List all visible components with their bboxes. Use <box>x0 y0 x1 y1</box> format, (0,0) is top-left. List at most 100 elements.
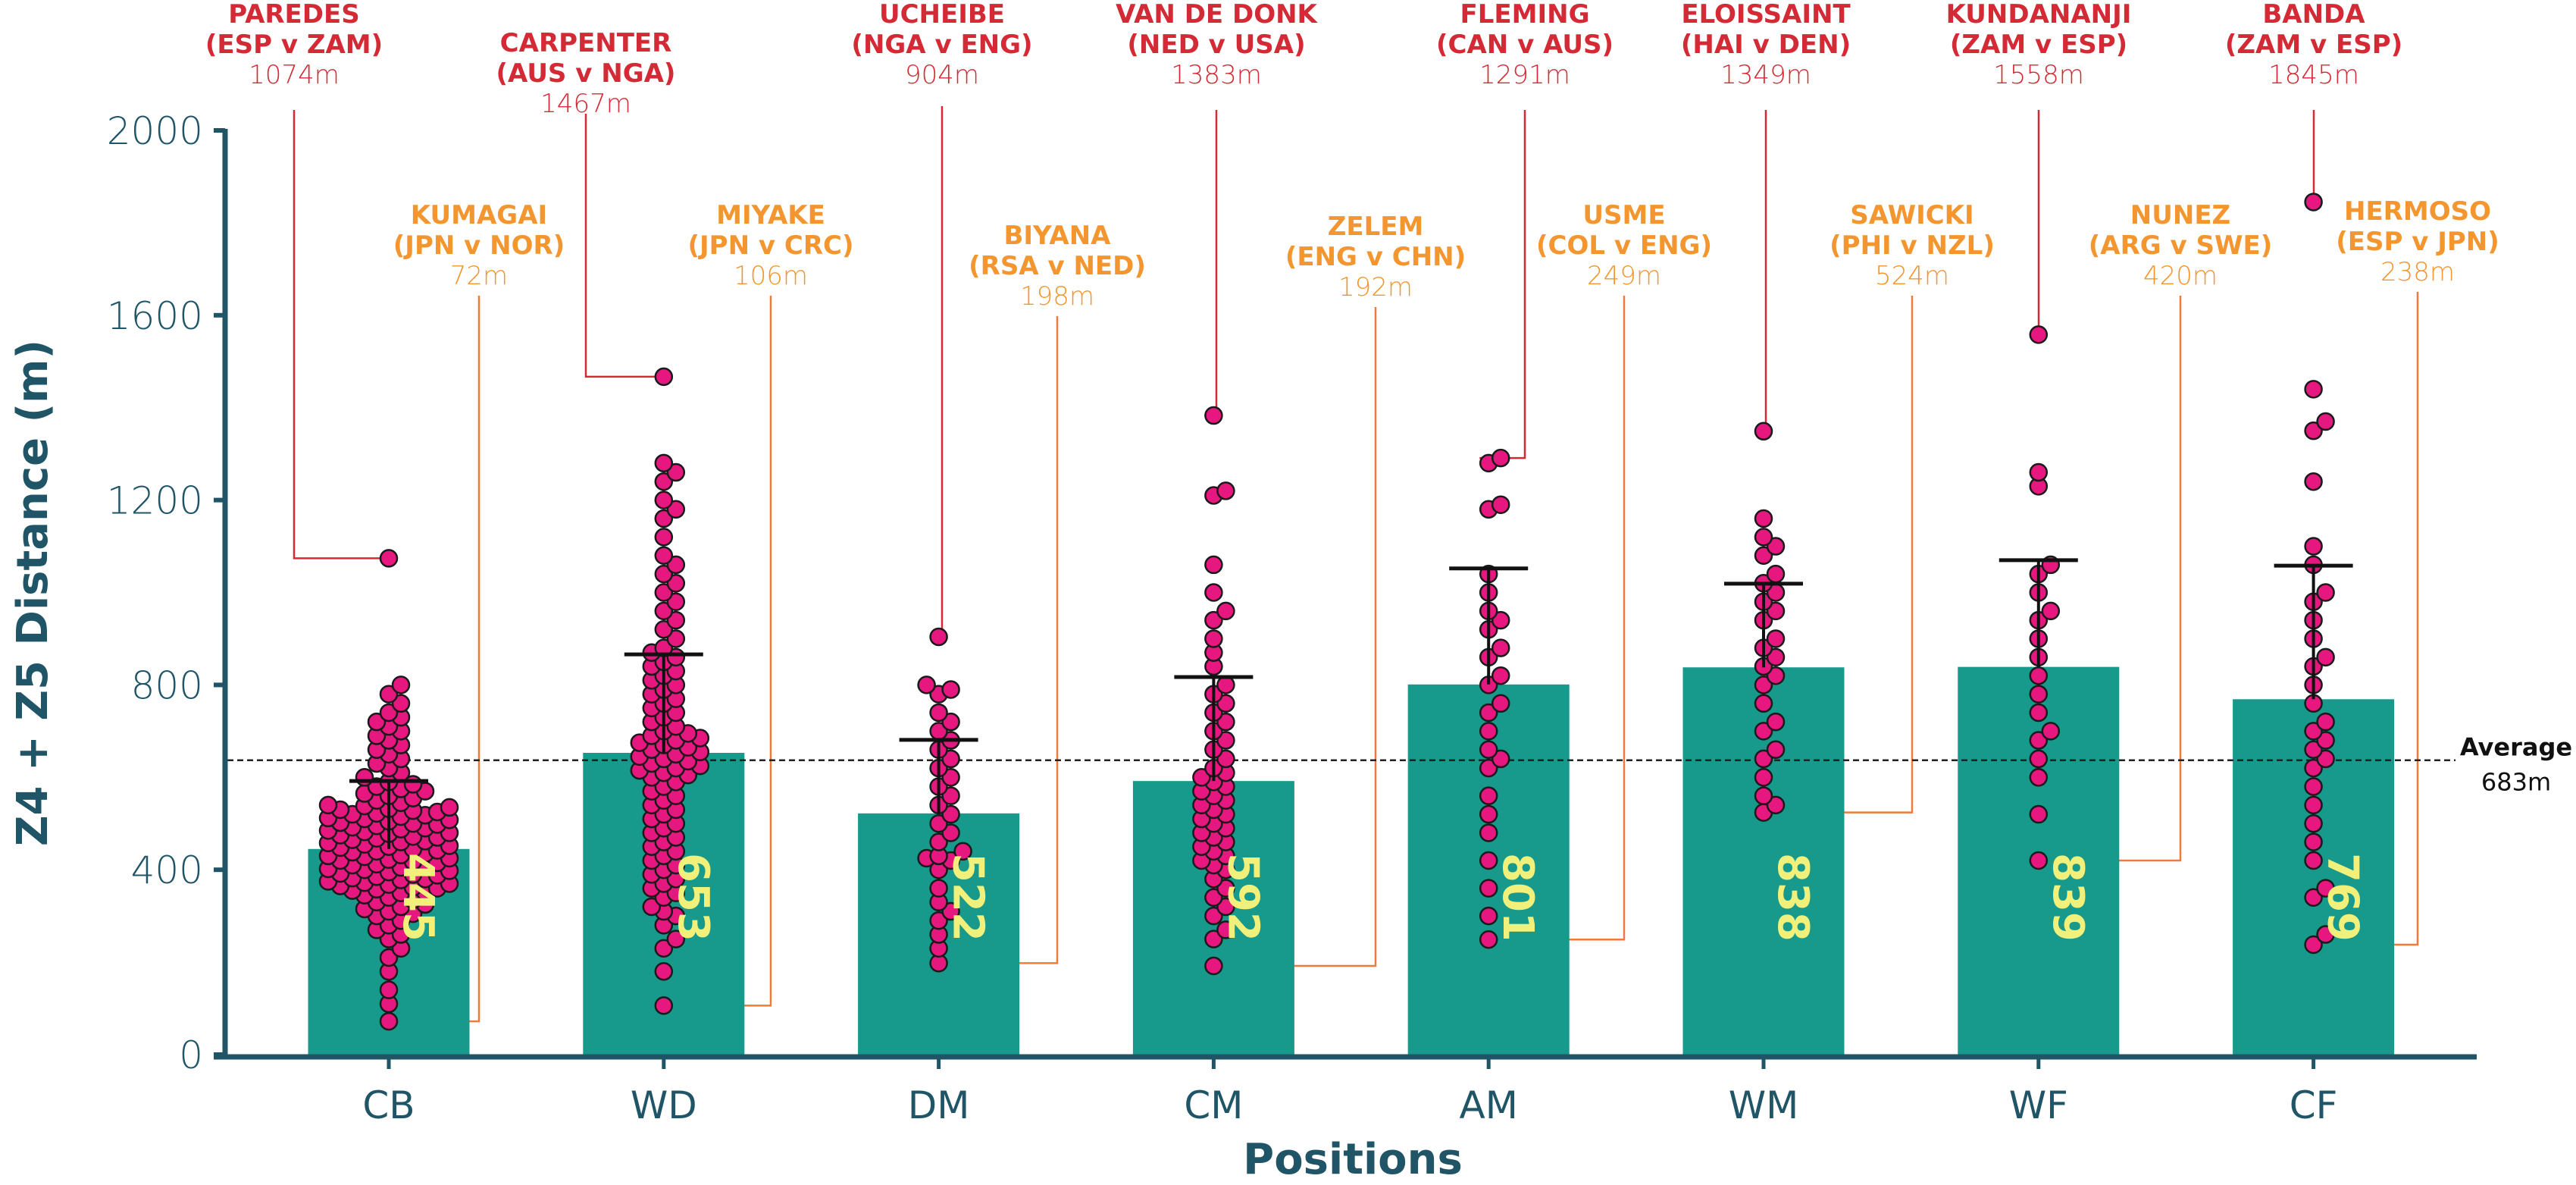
data-point <box>654 509 674 528</box>
data-point <box>1754 722 1773 741</box>
data-point <box>2029 749 2049 769</box>
data-point <box>929 911 948 930</box>
max-annotation-value: 1383m <box>1171 60 1262 90</box>
data-point <box>941 786 960 805</box>
y-ticks: 0 400 800 1200 1600 2000 <box>107 109 225 1077</box>
data-point <box>666 592 686 611</box>
data-point <box>2029 666 2049 685</box>
data-point <box>929 814 948 833</box>
data-point <box>2316 412 2335 431</box>
data-point <box>379 685 399 704</box>
data-point <box>941 901 960 921</box>
data-point <box>1216 481 1235 500</box>
data-point <box>654 453 674 473</box>
y-tick-label: 1600 <box>107 294 203 338</box>
data-point <box>1754 676 1773 694</box>
min-annotation-value: 106m <box>734 261 808 291</box>
data-point <box>2029 462 2049 482</box>
data-point <box>1204 610 1223 630</box>
max-annotation-match: (ZAM v ESP) <box>2225 30 2402 60</box>
data-point <box>654 564 674 584</box>
data-point <box>1204 888 1223 908</box>
swarm-points <box>318 193 2335 1031</box>
data-point <box>1479 851 1498 870</box>
data-point <box>440 798 459 817</box>
data-point <box>654 996 674 1015</box>
x-tick-label-cf: CF <box>2290 1083 2338 1127</box>
data-point <box>2029 685 2049 704</box>
max-annotation-match: (NED v USA) <box>1127 30 1305 60</box>
data-point <box>1491 495 1510 514</box>
data-point <box>2029 703 2049 723</box>
data-point <box>1216 879 1235 898</box>
data-point <box>1479 703 1498 723</box>
data-point <box>917 676 936 694</box>
data-point <box>379 1011 399 1031</box>
data-point <box>1479 722 1498 741</box>
x-ticks: CB WD DM CM AM WM WF CF <box>362 1057 2337 1127</box>
data-point <box>379 549 399 568</box>
data-point <box>2304 472 2323 491</box>
max-annotation-name: CARPENTER <box>500 28 672 58</box>
data-point <box>2304 740 2323 759</box>
data-point <box>1754 749 1773 769</box>
max-annotation-value: 1467m <box>540 89 631 119</box>
data-point <box>1766 601 1786 621</box>
max-annotation-leader <box>1204 110 1218 417</box>
data-point <box>379 980 399 999</box>
x-tick-label-wd: WD <box>631 1083 697 1127</box>
data-point <box>1754 694 1773 713</box>
max-annotation-name: FLEMING <box>1460 0 1590 30</box>
data-point <box>1754 546 1773 565</box>
data-point <box>1766 537 1786 556</box>
min-annotation-match: (ARG v SWE) <box>2089 230 2273 261</box>
data-point <box>666 930 686 948</box>
data-point <box>1479 823 1498 842</box>
y-tick-label: 0 <box>179 1033 203 1077</box>
data-point <box>2304 722 2323 741</box>
data-point <box>2304 888 2323 908</box>
data-point <box>1216 731 1235 750</box>
max-annotation-match: (NGA v ENG) <box>851 30 1032 60</box>
min-annotation-name: SAWICKI <box>1850 200 1973 230</box>
max-annotation-name: VAN DE DONK <box>1116 0 1318 30</box>
data-point <box>1479 786 1498 805</box>
data-point <box>941 680 960 699</box>
data-point <box>1204 555 1223 575</box>
x-tick-label-am: AM <box>1460 1083 1518 1127</box>
data-point <box>1766 666 1786 685</box>
y-tick-label: 2000 <box>107 109 203 153</box>
data-point <box>1491 749 1510 769</box>
data-point <box>929 703 948 723</box>
data-point <box>1479 906 1498 926</box>
data-point <box>666 555 686 575</box>
data-point <box>2304 421 2323 440</box>
data-point <box>1204 629 1223 648</box>
data-point <box>2304 795 2323 815</box>
data-point <box>2316 925 2335 944</box>
annotation-labels: PAREDES(ESP v ZAM)1074m CARPENTER(AUS v N… <box>205 0 2499 312</box>
data-point <box>654 939 674 958</box>
data-point <box>654 962 674 981</box>
data-point <box>1204 956 1223 976</box>
data-point <box>1216 897 1235 917</box>
min-annotation-name: ZELEM <box>1328 212 1424 242</box>
max-annotation-value: 1291m <box>1479 60 1570 90</box>
data-point <box>2316 583 2335 602</box>
data-point <box>2029 851 2049 870</box>
data-point <box>1754 422 1773 441</box>
data-point <box>1204 906 1223 926</box>
data-point <box>654 528 674 547</box>
bar-value-label: 522 <box>944 853 993 942</box>
min-annotation-name: KUMAGAI <box>411 200 547 230</box>
data-point <box>2304 851 2323 870</box>
data-point <box>379 703 399 723</box>
data-point <box>391 676 411 694</box>
bar-value-label: 653 <box>668 853 718 942</box>
average-value: 683m <box>2481 768 2551 797</box>
data-point <box>929 627 948 647</box>
data-point <box>1754 528 1773 547</box>
data-point <box>2304 758 2323 778</box>
data-point <box>1216 694 1235 713</box>
